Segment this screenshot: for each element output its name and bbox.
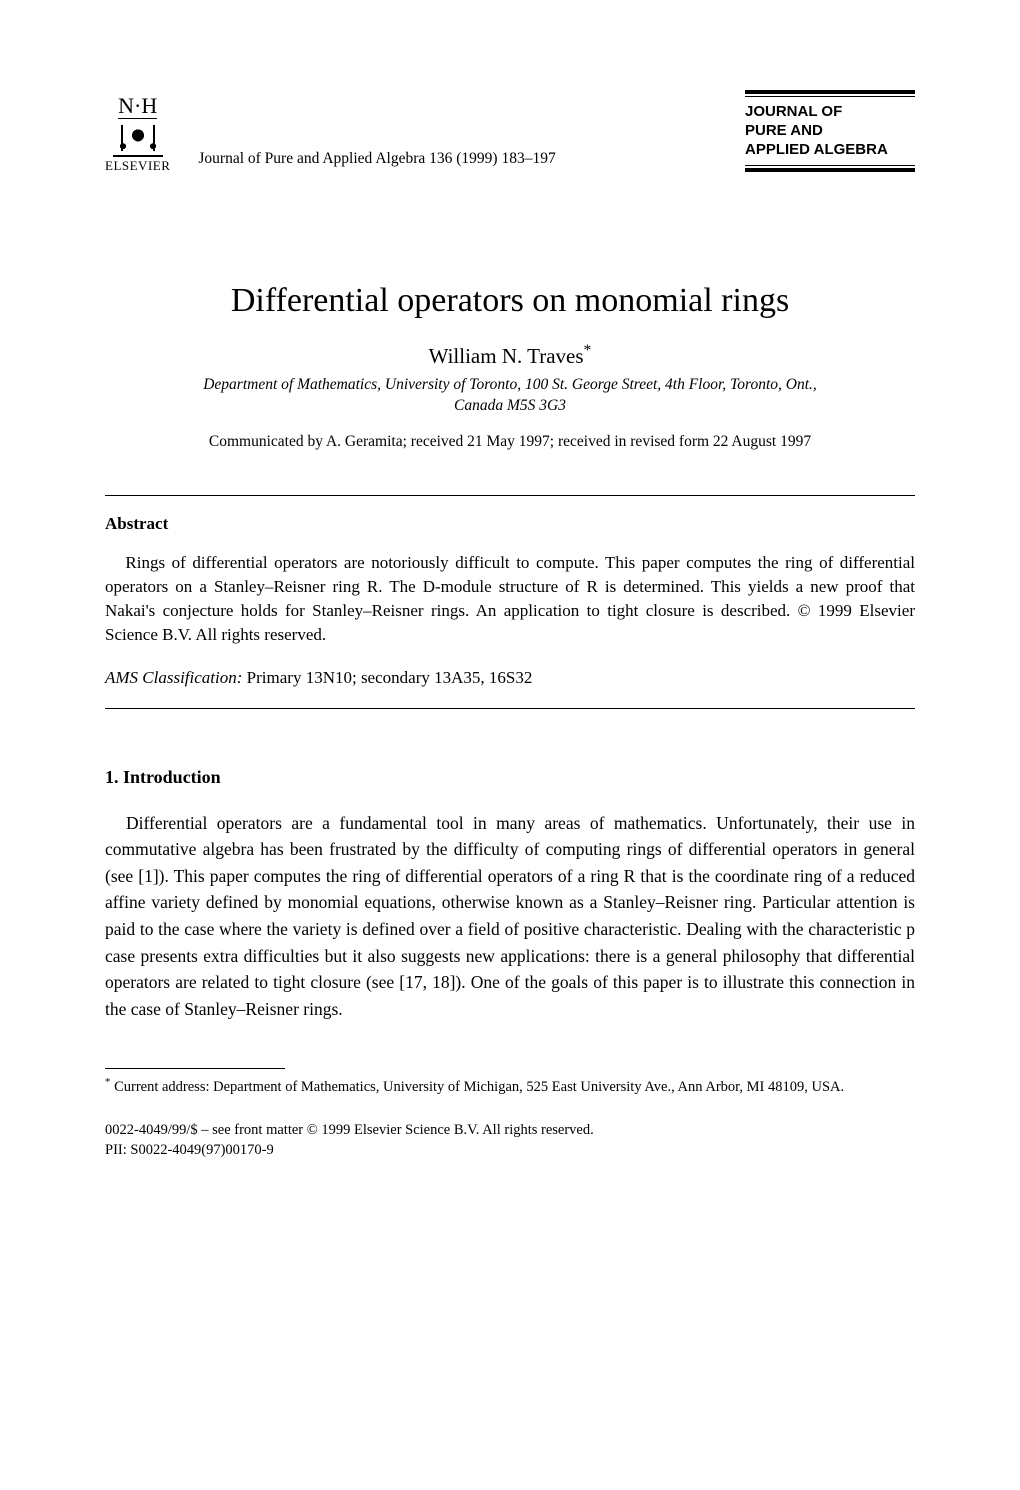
nh-ornament-icon <box>113 121 163 157</box>
journal-box-line1: JOURNAL OF <box>745 103 915 122</box>
section-1-heading: 1. Introduction <box>105 767 915 788</box>
journal-box-line3: APPLIED ALGEBRA <box>745 141 915 160</box>
journal-title-box: JOURNAL OF PURE AND APPLIED ALGEBRA <box>745 90 915 172</box>
copyright-line1: 0022-4049/99/$ – see front matter © 1999… <box>105 1120 915 1140</box>
journal-reference: Journal of Pure and Applied Algebra 136 … <box>198 150 555 172</box>
ams-classification: AMS Classification: Primary 13N10; secon… <box>105 668 915 688</box>
author-footnote: * Current address: Department of Mathema… <box>105 1075 915 1097</box>
journal-box-line2: PURE AND <box>745 122 915 141</box>
article-title: Differential operators on monomial rings <box>105 282 915 320</box>
affiliation-line2: Canada M5S 3G3 <box>454 397 566 414</box>
publisher-name: ELSEVIER <box>105 159 170 172</box>
ams-value: Primary 13N10; secondary 13A35, 16S32 <box>242 668 532 687</box>
affiliation-line1: Department of Mathematics, University of… <box>203 376 817 393</box>
footnote-rule <box>105 1068 285 1069</box>
copyright-line2: PII: S0022-4049(97)00170-9 <box>105 1140 915 1160</box>
abstract-heading: Abstract <box>105 514 915 534</box>
affiliation: Department of Mathematics, University of… <box>105 375 915 417</box>
author-line: William N. Traves* <box>105 342 915 369</box>
author-name: William N. Traves <box>429 344 584 368</box>
nh-logo-letters: N·H <box>118 95 157 119</box>
publisher-block: N·H ELSEVIER Journal of Pure and Applied… <box>105 95 556 172</box>
ams-label: AMS Classification: <box>105 668 242 687</box>
abstract-body: Rings of differential operators are noto… <box>105 551 915 648</box>
footnote-text: Current address: Department of Mathemati… <box>110 1079 844 1095</box>
communicated-line: Communicated by A. Geramita; received 21… <box>105 433 915 451</box>
copyright-block: 0022-4049/99/$ – see front matter © 1999… <box>105 1120 915 1161</box>
rule-below-abstract <box>105 708 915 709</box>
rule-above-abstract <box>105 495 915 496</box>
introduction-paragraph: Differential operators are a fundamental… <box>105 810 915 1023</box>
elsevier-logo-block: N·H ELSEVIER <box>105 95 170 172</box>
author-footnote-mark: * <box>584 342 592 359</box>
header-row: N·H ELSEVIER Journal of Pure and Applied… <box>105 90 915 172</box>
